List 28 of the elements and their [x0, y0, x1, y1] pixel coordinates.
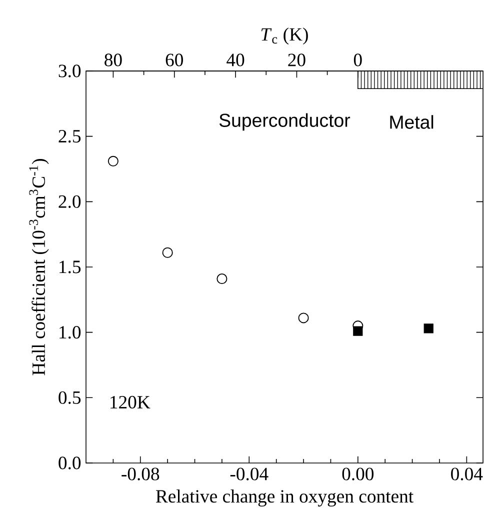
x-tick-label: 0.04	[451, 468, 483, 480]
x-tick-label: 0.00	[342, 468, 374, 480]
x2-axis-title: T$_{c}$ (K)	[261, 28, 308, 45]
y-tick-label: 1.0	[60, 326, 81, 339]
x-tick-label: -0.04	[230, 468, 268, 480]
y-tick-label: 0.0	[58, 456, 81, 470]
y-tick-label: 2.5	[58, 130, 81, 143]
point	[298, 312, 309, 324]
x2-tick-label: 0	[354, 54, 362, 66]
x2-tick-label: 40	[226, 54, 244, 66]
point	[108, 156, 118, 166]
x2-tick-label: 20	[288, 54, 306, 66]
x-axis-title: Relative change in oxygen content	[156, 490, 414, 507]
annotation: Metal	[390, 115, 434, 129]
y-tick-label: 3.0	[58, 64, 81, 78]
point	[424, 324, 434, 334]
x2-tick-label: 80	[104, 54, 122, 66]
point	[162, 247, 173, 258]
x2-tick-label: 60	[166, 54, 183, 66]
point	[353, 326, 363, 336]
annotation: 120K	[110, 396, 150, 409]
y-tick-label: 0.5	[58, 391, 81, 404]
x-tick-label: -0.08	[122, 468, 160, 480]
point	[216, 273, 228, 284]
y-axis-title: Hall coefficient (10$^{-3}$cm$^{3}$C$^{-1}$)	[29, 159, 49, 376]
y-tick-label: 1.5	[60, 260, 81, 274]
y-tick-label: 2.0	[58, 195, 81, 208]
annotation: Superconductor	[219, 113, 350, 131]
